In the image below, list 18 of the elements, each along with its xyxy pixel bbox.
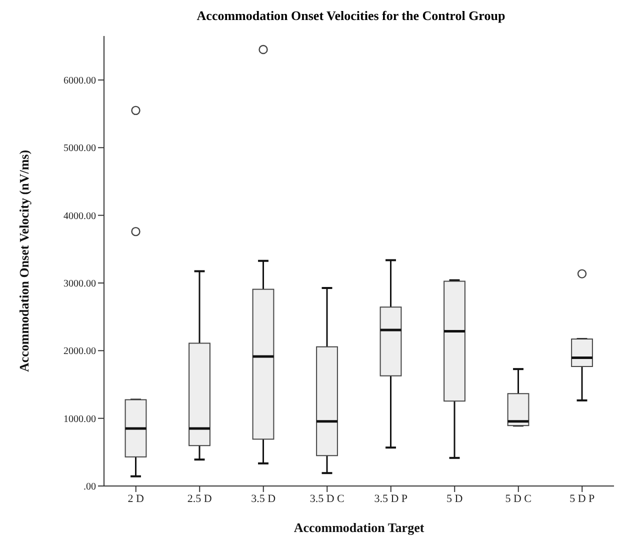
x-tick-label: 2.5 D (187, 492, 212, 505)
x-tick-label: 3.5 D C (310, 492, 344, 505)
x-tick-label: 5 D P (570, 492, 595, 505)
x-tick-label: 3.5 D P (374, 492, 408, 505)
x-tick-label: 2 D (128, 492, 144, 505)
x-tick-label: 3.5 D (251, 492, 276, 505)
y-tick-label: 5000.00 (64, 143, 96, 154)
y-tick-label: 2000.00 (64, 346, 96, 358)
y-tick-label: 6000.00 (64, 76, 96, 87)
y-tick-label: .00 (84, 482, 96, 493)
y-axis-title: Accommodation Onset Velocity (nV/ms) (16, 150, 32, 372)
y-tick-label: 4000.00 (64, 210, 96, 222)
y-tick-label: 1000.00 (64, 414, 96, 425)
y-tick-label: 3000.00 (64, 278, 96, 290)
chart-title: Accommodation Onset Velocities for the Control Group (196, 8, 506, 24)
x-tick-label: 5 D C (505, 492, 532, 505)
x-axis-title: Accommodation Target (294, 520, 425, 535)
x-tick-label: 5 D (446, 492, 463, 505)
